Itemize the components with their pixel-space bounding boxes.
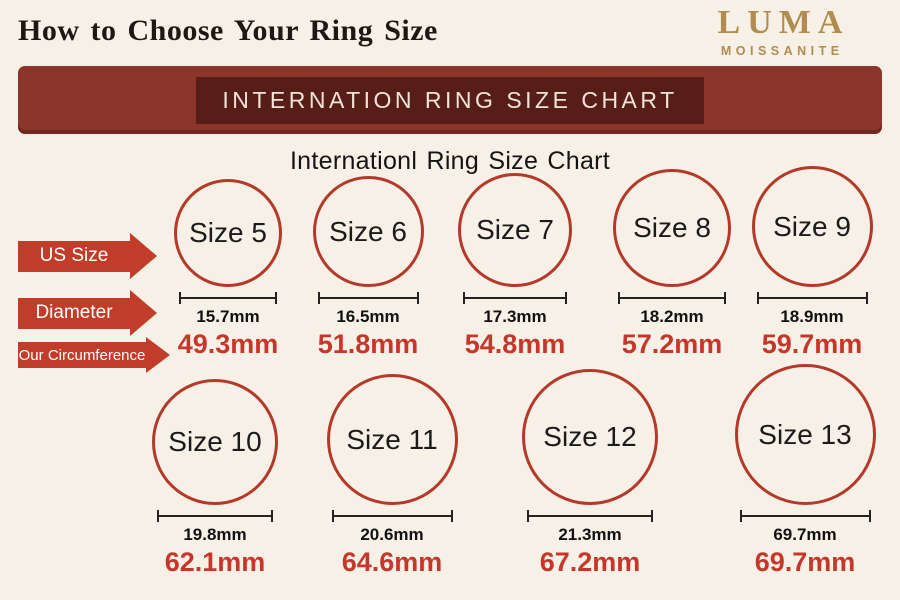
legend-arrow-us-size: US Size xyxy=(18,233,157,279)
right-arrow-icon xyxy=(130,290,157,336)
chart-title-banner-text: INTERNATION RING SIZE CHART xyxy=(222,86,678,113)
diameter-measure-line xyxy=(756,292,868,305)
circumference-value: 57.2mm xyxy=(621,329,723,359)
chart-subtitle: Internationl Ring Size Chart xyxy=(289,147,611,175)
ring-circle: Size 11 xyxy=(326,374,458,506)
diameter-measure-line xyxy=(317,292,419,305)
ring-size-10: Size 10 19.8mm 62.1mm xyxy=(135,379,295,576)
circumference-value: 54.8mm xyxy=(464,329,566,359)
right-arrow-icon xyxy=(130,233,157,279)
right-arrow-icon xyxy=(146,337,170,373)
ring-size-label: Size 7 xyxy=(476,214,554,246)
diameter-value: 18.2mm xyxy=(640,307,704,327)
chart-title-banner: INTERNATION RING SIZE CHART xyxy=(18,66,882,134)
diameter-measure-line xyxy=(179,292,277,305)
ring-size-13: Size 13 69.7mm 69.7mm xyxy=(725,364,885,576)
ring-circle: Size 7 xyxy=(458,173,572,288)
diameter-value: 18.9mm xyxy=(780,307,844,327)
ring-circle: Size 13 xyxy=(734,364,876,506)
ring-row-2: Size 10 19.8mm 62.1mm Size 11 20.6mm 64.… xyxy=(0,364,900,576)
ring-size-6: Size 6 16.5mm 51.8mm xyxy=(298,176,438,358)
ring-size-label: Size 6 xyxy=(329,215,407,247)
diameter-measure-line xyxy=(157,510,273,523)
ring-size-5: Size 5 15.7mm 49.3mm xyxy=(158,179,298,358)
diameter-value: 17.3mm xyxy=(483,307,547,327)
diameter-value: 19.8mm xyxy=(183,525,247,545)
ring-size-8: Size 8 18.2mm 57.2mm xyxy=(602,169,742,358)
ring-circle: Size 12 xyxy=(522,369,658,506)
diameter-measure-line xyxy=(527,510,653,523)
ring-size-label: Size 10 xyxy=(168,426,262,458)
brand-tagline: MOISSANITE xyxy=(720,44,844,58)
diameter-value: 16.5mm xyxy=(336,307,400,327)
circumference-value: 69.7mm xyxy=(754,547,856,577)
chart-title-banner-inner: INTERNATION RING SIZE CHART xyxy=(196,76,704,124)
ring-size-7: Size 7 17.3mm 54.8mm xyxy=(445,173,585,358)
brand-name: LUMA xyxy=(717,4,850,41)
ring-size-11: Size 11 20.6mm 64.6mm xyxy=(312,374,472,576)
legend-arrow-diameter: Diameter xyxy=(18,290,157,336)
ring-size-label: Size 9 xyxy=(773,210,851,242)
diameter-value: 69.7mm xyxy=(773,525,837,545)
diameter-measure-line xyxy=(331,510,453,523)
page-title: How to Choose Your Ring Size xyxy=(18,14,438,47)
ring-size-label: Size 12 xyxy=(543,421,637,453)
ring-circle: Size 5 xyxy=(174,179,282,288)
ring-size-label: Size 11 xyxy=(346,423,438,455)
legend-arrow-diameter-label: Diameter xyxy=(18,297,130,329)
diameter-measure-line xyxy=(618,292,726,305)
circumference-value: 59.7mm xyxy=(761,329,863,359)
ring-circle: Size 10 xyxy=(152,379,278,506)
diameter-measure-line xyxy=(739,510,871,523)
circumference-value: 51.8mm xyxy=(317,329,419,359)
legend-arrow-circumference: Our Circumference xyxy=(18,337,170,373)
diameter-value: 21.3mm xyxy=(558,525,622,545)
legend-arrow-circumference-label: Our Circumference xyxy=(18,342,146,368)
circumference-value: 49.3mm xyxy=(177,329,279,359)
circumference-value: 67.2mm xyxy=(539,547,641,577)
circumference-value: 64.6mm xyxy=(341,547,443,577)
ring-size-label: Size 13 xyxy=(758,418,852,450)
ring-row-1: Size 5 15.7mm 49.3mm Size 6 16.5mm 51.8m… xyxy=(0,166,900,358)
ring-size-label: Size 8 xyxy=(633,212,711,244)
circumference-value: 62.1mm xyxy=(164,547,266,577)
ring-size-9: Size 9 18.9mm 59.7mm xyxy=(742,166,882,358)
ring-circle: Size 8 xyxy=(613,169,731,288)
ring-circle: Size 6 xyxy=(312,176,424,288)
diameter-value: 15.7mm xyxy=(196,307,260,327)
ring-size-label: Size 5 xyxy=(189,217,267,249)
legend-arrow-us-size-label: US Size xyxy=(18,240,130,272)
ring-circle: Size 9 xyxy=(751,166,873,288)
brand-logo: LUMA MOISSANITE xyxy=(700,4,860,59)
ring-size-12: Size 12 21.3mm 67.2mm xyxy=(510,369,670,576)
diameter-measure-line xyxy=(463,292,567,305)
diameter-value: 20.6mm xyxy=(360,525,424,545)
